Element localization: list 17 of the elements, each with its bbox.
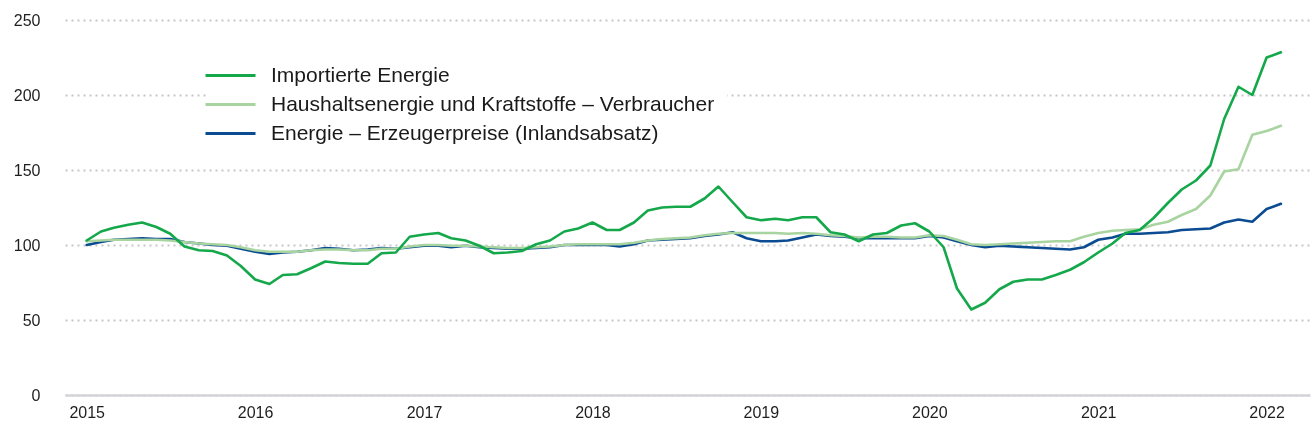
x-tick-label: 2022 [1249, 403, 1286, 421]
x-tick-label: 2015 [69, 403, 106, 421]
y-tick-label: 100 [13, 236, 41, 254]
y-tick-label: 250 [13, 11, 41, 29]
legend-label: Importierte Energie [271, 62, 450, 86]
x-tick-label: 2018 [575, 403, 611, 421]
x-tick-label: 2017 [406, 403, 443, 421]
x-tick-label: 2021 [1080, 403, 1117, 421]
x-tick-label: 2016 [237, 403, 274, 421]
y-tick-label: 50 [22, 311, 41, 329]
y-tick-label: 150 [13, 161, 41, 179]
x-tick-label: 2020 [912, 403, 948, 421]
x-tick-label: 2019 [743, 403, 780, 421]
y-tick-label: 200 [13, 86, 41, 104]
legend-label: Haushaltsenergie und Kraftstoffe – Verbraucher [271, 91, 715, 115]
legend-label: Energie – Erzeugerpreise (Inlandsabsatz) [271, 120, 659, 144]
y-tick-label: 0 [31, 386, 41, 404]
